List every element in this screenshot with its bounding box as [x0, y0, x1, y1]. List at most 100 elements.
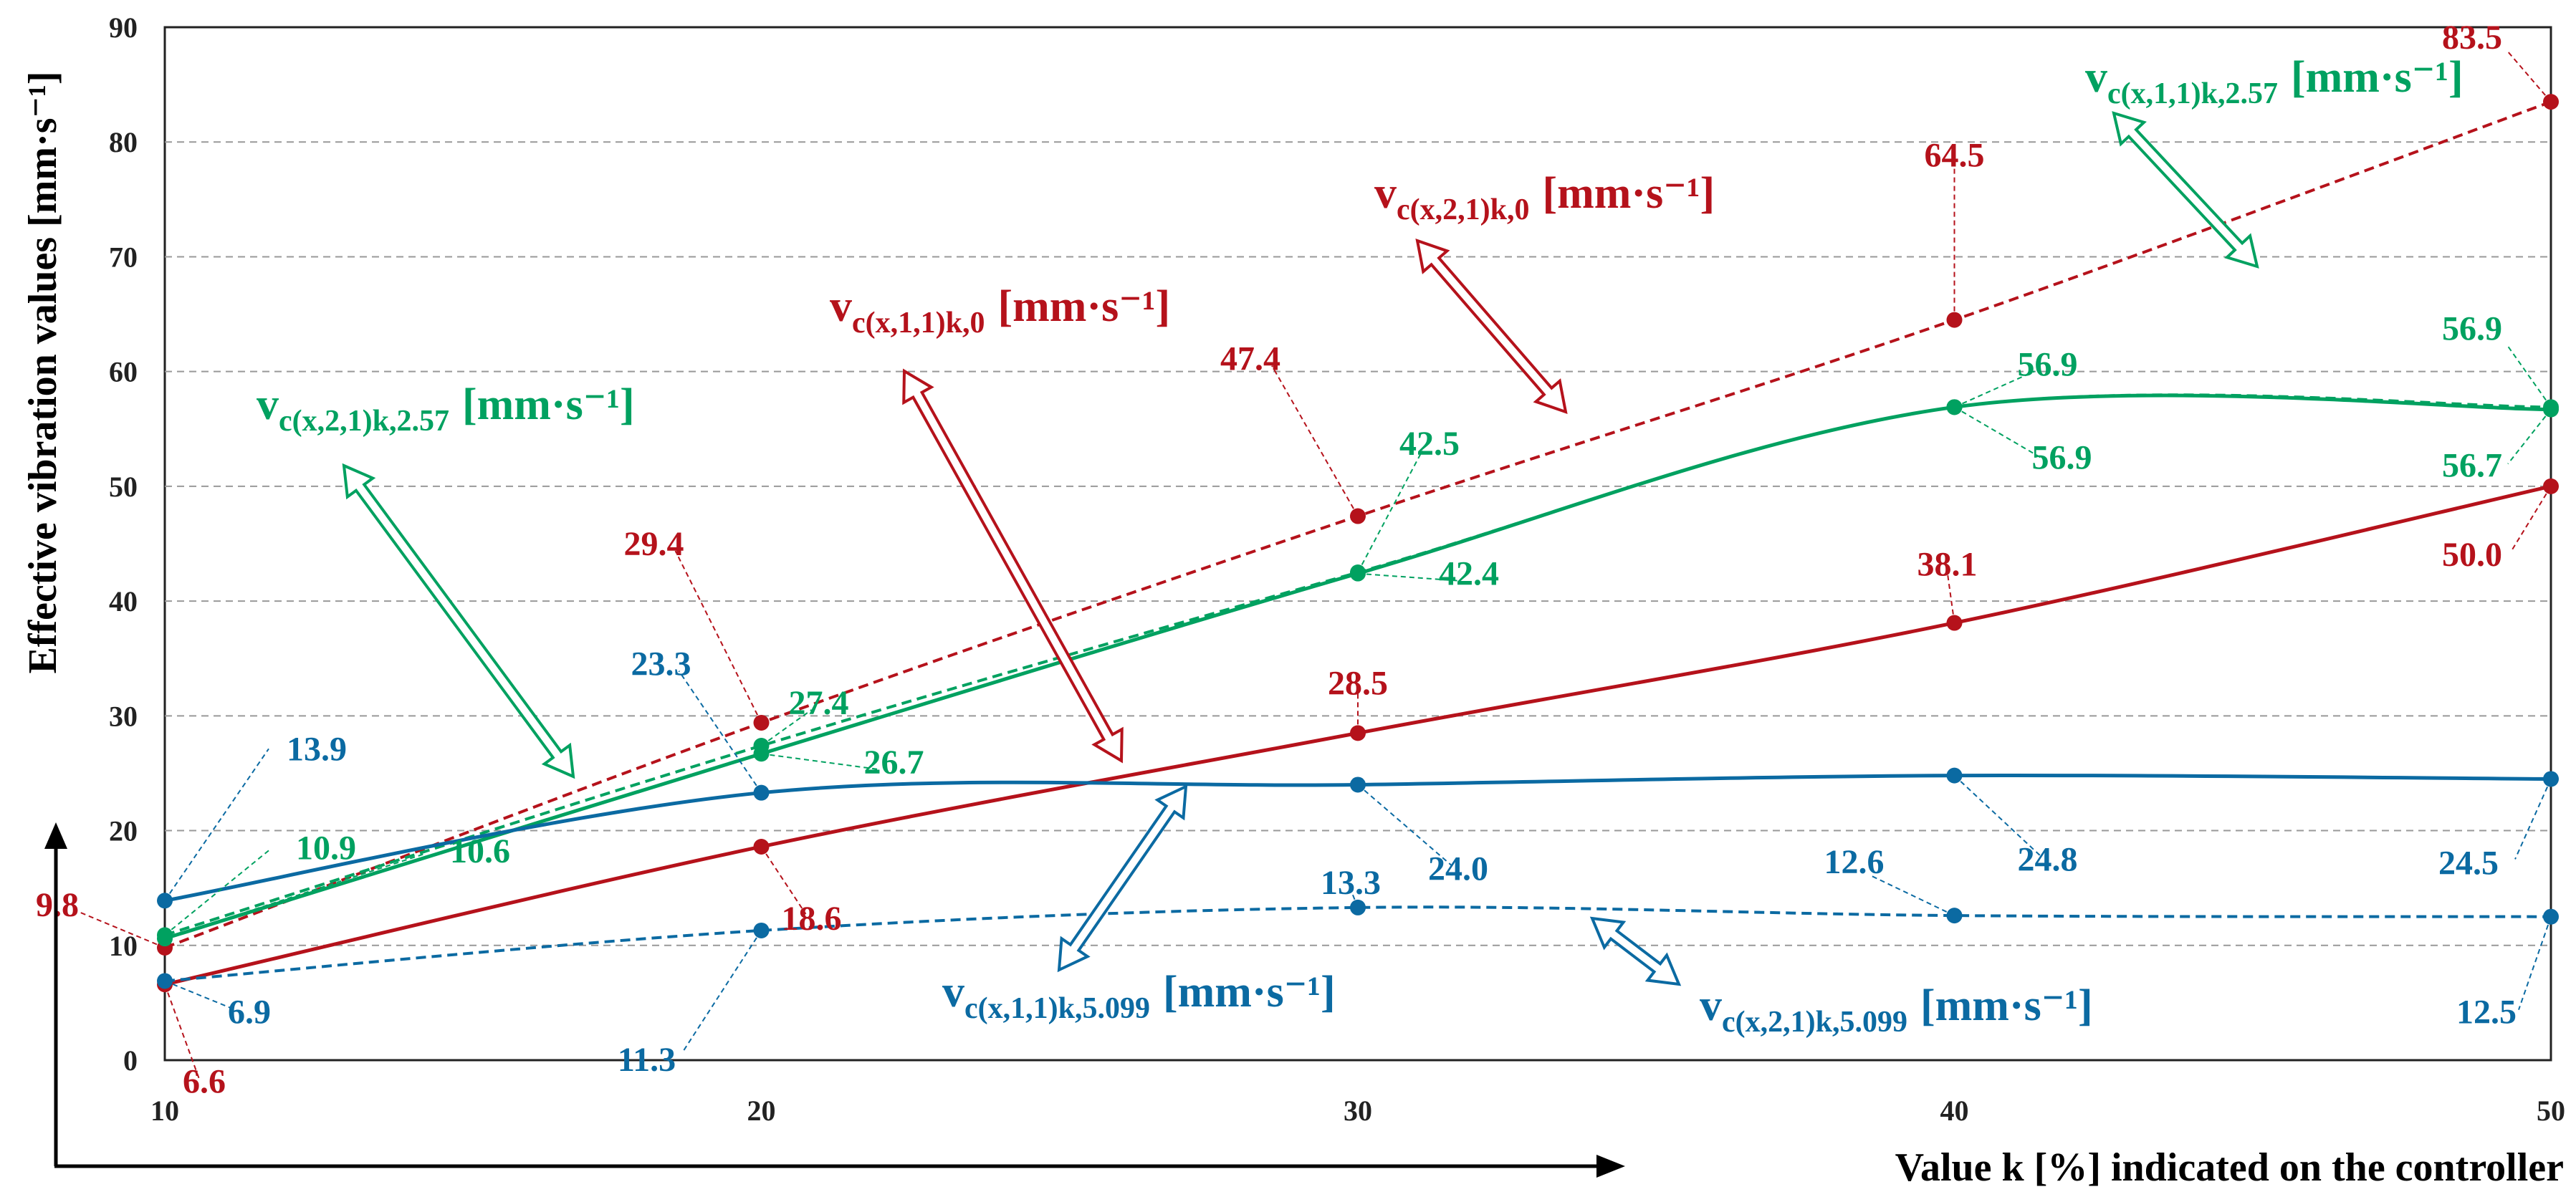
data-label: 12.6 — [1824, 843, 1885, 881]
x-tick-label: 50 — [2537, 1095, 2565, 1127]
data-point — [1350, 508, 1366, 524]
grid-lines — [165, 141, 2551, 946]
data-label: 18.6 — [782, 900, 842, 938]
label-leader — [164, 980, 244, 1014]
data-labels: 9.829.447.464.583.56.618.628.538.1 50.010… — [36, 19, 2517, 1100]
y-tick-label: 30 — [109, 700, 138, 732]
label-leader — [164, 748, 269, 901]
label-leader — [1953, 774, 2041, 857]
data-label: 83.5 — [2442, 19, 2502, 57]
data-label: 6.6 — [183, 1062, 226, 1100]
label-leader — [1953, 406, 2049, 463]
data-label: 29.4 — [624, 525, 684, 563]
data-label: 24.5 — [2438, 844, 2499, 882]
series-label-g_dash: vc(x,2,1)k,2.57 [mm·s⁻¹] — [257, 380, 635, 438]
data-label: 10.6 — [450, 832, 510, 870]
data-label: 11.3 — [618, 1041, 676, 1079]
data-label: 56.9 — [2442, 309, 2502, 347]
callout-arrow-g_dash — [342, 463, 575, 779]
y-tick-label: 20 — [109, 815, 138, 847]
y-tick-label: 90 — [109, 11, 138, 44]
data-point — [2543, 478, 2559, 494]
series-label-g_solid: vc(x,1,1)k,2.57 [mm·s⁻¹] — [2085, 53, 2464, 110]
data-point — [2543, 908, 2559, 925]
label-leader — [2507, 408, 2552, 465]
data-point — [1946, 908, 1963, 924]
data-point — [2543, 399, 2559, 415]
y-tick-label: 40 — [109, 585, 138, 617]
y-tick-label: 70 — [109, 241, 138, 273]
label-leader — [1954, 370, 2035, 408]
label-leader — [761, 753, 880, 771]
data-point — [753, 784, 770, 801]
callout-arrow-b_solid — [1057, 784, 1188, 973]
label-leader — [1872, 875, 1955, 917]
plot-frame — [163, 26, 2552, 1062]
label-leader — [1357, 784, 1452, 866]
y-axis-title: Effective vibration values [mm·s⁻¹] — [21, 71, 65, 673]
data-label: 56.9 — [2032, 438, 2092, 476]
data-point — [1946, 615, 1963, 631]
label-leader — [2507, 51, 2552, 102]
callout-arrow-r_dash — [1415, 238, 1568, 415]
data-label: 12.5 — [2456, 994, 2517, 1032]
y-tick-label: 50 — [109, 471, 138, 503]
label-leader — [2511, 486, 2552, 552]
data-point — [2543, 94, 2559, 110]
label-leader — [2518, 916, 2552, 1011]
series-callouts: vc(x,1,1)k,2.57 [mm·s⁻¹] vc(x,2,1)k,0 [mm·s… — [257, 53, 2464, 1039]
data-label: 28.5 — [1328, 664, 1388, 702]
data-label: 13.9 — [287, 730, 347, 768]
label-leader — [760, 709, 813, 746]
x-tick-label: 30 — [1344, 1095, 1372, 1127]
data-label: 24.8 — [2018, 841, 2078, 879]
label-leader — [681, 930, 762, 1053]
x-tick-labels: 10 20 30 40 50 — [150, 1095, 2565, 1127]
data-point — [2543, 771, 2559, 787]
label-leader — [1357, 450, 1423, 573]
data-label: 56.9 — [2018, 345, 2078, 383]
x-axis-arrowhead — [1596, 1155, 1625, 1178]
data-point — [1350, 899, 1366, 915]
data-point — [157, 927, 173, 943]
y-tick-label: 0 — [123, 1044, 138, 1077]
data-label: 23.3 — [631, 645, 691, 683]
label-leader — [164, 853, 425, 940]
y-tick-label: 10 — [109, 930, 138, 962]
y-axis-arrowhead — [44, 822, 67, 849]
data-label: 27.4 — [789, 684, 849, 722]
data-label: 42.5 — [1399, 425, 1460, 463]
series-label-r_solid: vc(x,1,1)k,0 [mm·s⁻¹] — [830, 282, 1170, 340]
data-point — [1946, 312, 1963, 328]
data-point — [753, 714, 770, 731]
x-tick-label: 40 — [1940, 1095, 1969, 1127]
callout-arrow-r_solid — [902, 368, 1124, 764]
axis-arrows — [44, 822, 1625, 1178]
data-points — [157, 94, 2559, 993]
data-point — [1350, 777, 1366, 793]
series-label-b_dash: vc(x,2,1)k,5.099 [mm·s⁻¹] — [1700, 981, 2093, 1039]
x-tick-label: 10 — [150, 1095, 179, 1127]
y-tick-labels: 0 10 20 30 40 50 60 70 80 90 — [109, 11, 138, 1077]
data-label: 26.7 — [864, 744, 924, 782]
data-label: 10.9 — [296, 829, 356, 867]
label-leader — [674, 550, 762, 723]
label-leaders — [78, 51, 2552, 1080]
data-label: 42.4 — [1439, 555, 1499, 593]
x-tick-label: 20 — [747, 1095, 776, 1127]
callout-arrow-b_dash — [1589, 916, 1682, 986]
label-leader — [2507, 345, 2552, 408]
data-point — [1946, 767, 1963, 784]
data-point — [1350, 564, 1366, 581]
label-leader — [1946, 571, 1955, 623]
data-point — [753, 838, 770, 855]
y-tick-label: 80 — [109, 126, 138, 158]
data-label: 38.1 — [1917, 546, 1978, 584]
data-label: 64.5 — [1925, 137, 1985, 175]
data-point — [1946, 399, 1963, 415]
label-leader — [760, 846, 807, 915]
data-point — [157, 973, 173, 989]
label-leader — [2514, 779, 2552, 860]
data-label: 6.9 — [228, 993, 271, 1031]
